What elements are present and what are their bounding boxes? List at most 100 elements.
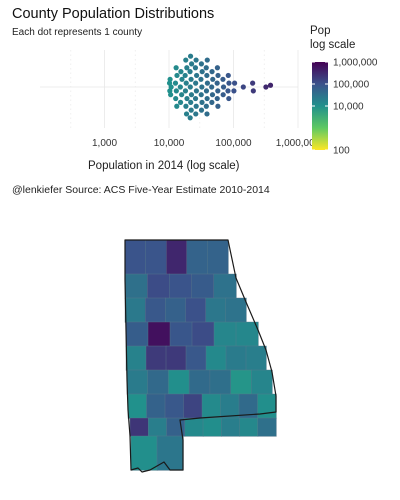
county-region [257,393,277,419]
data-point [183,103,189,109]
data-point [192,65,199,71]
data-point [193,88,200,94]
county-region [165,297,187,323]
county-region [183,393,203,419]
data-point [177,84,183,90]
data-point [225,88,231,94]
data-point [187,84,193,90]
county-region [230,369,252,395]
county-region [156,435,184,471]
data-point [250,80,256,86]
legend-label: 1,000,000 [333,58,378,69]
data-point [188,76,194,82]
county-region [257,417,277,437]
data-point [179,92,185,98]
legend-title: Pop log scale [310,24,355,52]
county-region [165,239,188,275]
data-point [168,92,174,98]
data-point [199,84,205,90]
county-region [245,345,267,371]
data-point [183,80,189,86]
data-point [187,53,194,59]
data-point [193,80,199,86]
county-region [146,273,170,299]
data-point [199,99,205,105]
data-point [204,72,210,79]
data-point [167,76,173,82]
data-point [226,80,232,86]
county-region [168,369,190,395]
data-point [173,95,179,102]
data-point [220,76,226,82]
x-tick-label: 1,000 [92,138,117,149]
county-region [164,393,185,419]
data-point [267,82,274,88]
data-point [204,80,211,86]
data-point [183,111,190,117]
county-region [145,345,167,371]
legend-title-line-1: Pop [310,25,331,37]
county-region [125,345,147,371]
data-point [214,95,220,102]
data-point [231,80,238,86]
data-point [174,72,180,79]
data-point [188,61,195,67]
data-point [226,95,232,102]
county-region [145,239,167,275]
data-point [187,69,193,75]
data-point [192,95,199,102]
county-region [188,369,211,395]
data-point [210,76,216,82]
county-region [205,297,227,323]
county-region [251,369,273,395]
alabama-map [124,239,277,471]
x-tick-label: 100,000 [215,138,252,149]
data-point [188,107,194,113]
data-point [173,88,179,94]
data-point [203,103,209,109]
legend-label: 10,000 [333,102,364,113]
data-point [198,61,205,67]
data-point [209,84,215,90]
data-point [188,99,194,105]
data-point [172,80,179,86]
county-region [148,417,168,437]
data-point [182,88,189,94]
county-region [207,239,229,275]
caption: @lenkiefer Source: ACS Five-Year Estimat… [12,184,270,196]
x-tick-label: 10,000 [154,138,185,149]
county-region [185,345,207,371]
data-point [184,95,190,102]
county-region [147,369,169,395]
data-point [214,80,220,86]
data-point [183,57,189,63]
county-region [124,239,147,275]
data-point [225,72,231,79]
county-region [209,369,232,395]
x-axis-label: Population in 2014 (log scale) [88,160,240,172]
data-point [250,88,256,94]
data-point [263,84,269,90]
county-region [165,345,187,371]
data-point [193,111,199,117]
data-point [179,76,185,82]
county-region [225,345,247,371]
data-point [188,92,195,98]
chart-subtitle: Each dot represents 1 county [12,27,143,38]
data-point [204,57,210,63]
data-point [203,65,209,71]
legend-label: 100 [333,146,350,157]
data-point [187,115,193,121]
data-point [178,69,184,75]
state-outline [124,239,277,473]
county-region [220,393,240,419]
county-region [225,297,247,323]
county-region [235,321,259,347]
county-region [169,273,193,299]
data-point [177,99,184,105]
data-point [209,92,216,98]
county-region [124,273,148,299]
chart-title: County Population Distributions [12,6,215,22]
data-point [215,88,221,94]
